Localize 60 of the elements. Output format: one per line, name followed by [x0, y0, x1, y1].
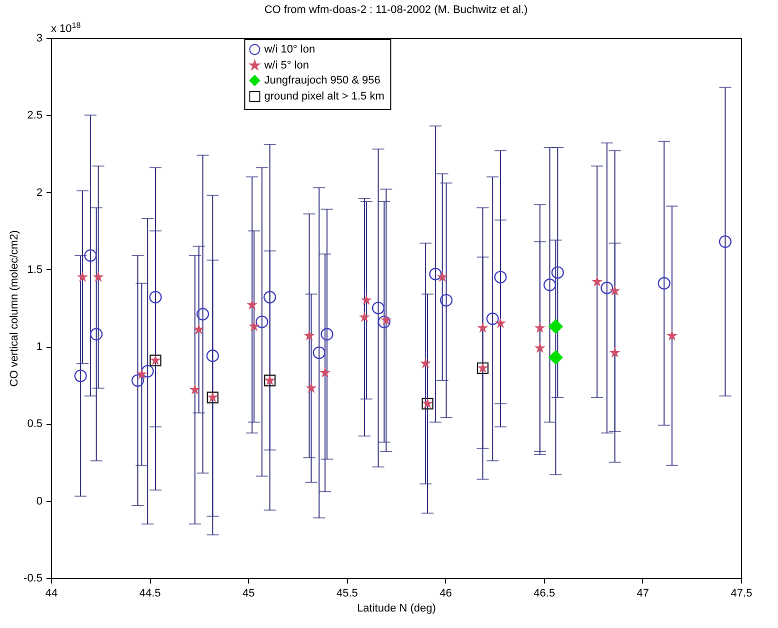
point — [206, 350, 219, 362]
point — [131, 374, 144, 387]
legend-label: w/i 5° lon — [263, 60, 309, 72]
text: x 10$^{18}$ — [51, 20, 82, 35]
point — [306, 384, 316, 392]
x-tick-label: 45 — [242, 588, 255, 600]
point — [378, 316, 390, 328]
point — [496, 318, 505, 328]
point — [548, 350, 563, 364]
point — [494, 270, 507, 284]
point — [372, 302, 385, 314]
point — [440, 294, 453, 307]
point — [256, 316, 268, 328]
point — [84, 249, 97, 262]
point — [360, 312, 369, 321]
y-tick-label: 1 — [36, 341, 42, 354]
point — [190, 385, 200, 394]
x-tick-label: 46.5 — [534, 588, 556, 600]
y-tick-label: 0.5 — [27, 418, 42, 430]
y-tick-label: 2.5 — [27, 110, 42, 122]
x-tick-label: 47 — [636, 588, 650, 600]
point — [320, 368, 330, 377]
y-tick-label: -0.5 — [24, 572, 42, 584]
x-tick-label: 44.5 — [139, 588, 161, 600]
point — [600, 282, 614, 294]
point — [429, 268, 442, 280]
point — [543, 278, 556, 292]
point — [592, 277, 602, 286]
x-tick-label: 44 — [45, 588, 58, 600]
legend-label: Jungfraujoch 950 & 956 — [264, 74, 380, 86]
point — [141, 364, 154, 378]
point — [90, 328, 103, 341]
x-tick-label: 46 — [440, 588, 452, 600]
y-tick-label: 3 — [36, 32, 42, 44]
point — [312, 346, 326, 360]
x-tick-label: 47.5 — [730, 588, 752, 600]
point — [718, 235, 732, 248]
point — [548, 319, 563, 334]
legend-label: ground pixel alt > 1.5 km — [264, 90, 384, 102]
x-tick-label: 45.5 — [336, 588, 358, 600]
point — [264, 290, 276, 304]
legend-label: w/i 10° lon — [263, 44, 316, 56]
point — [362, 296, 371, 304]
x-axis-title: Latitude N (deg) — [357, 602, 436, 614]
chart-title: CO from wfm-doas-2 : 11-08-2002 (M. Buchwitz et al.) — [264, 4, 528, 16]
point — [248, 300, 256, 309]
point — [486, 312, 499, 326]
point — [320, 328, 334, 341]
y-tick-label: 0 — [36, 495, 42, 508]
y-tick-label: 1.5 — [27, 264, 42, 276]
point — [149, 290, 162, 304]
point — [196, 308, 210, 320]
y-axis-title: CO vertical column (molec/cm2) — [8, 230, 21, 387]
point — [304, 331, 314, 340]
point — [658, 277, 670, 290]
point — [551, 266, 564, 279]
point — [478, 364, 488, 372]
point — [668, 331, 676, 340]
point — [74, 370, 87, 382]
y-tick-label: 2 — [36, 186, 42, 199]
